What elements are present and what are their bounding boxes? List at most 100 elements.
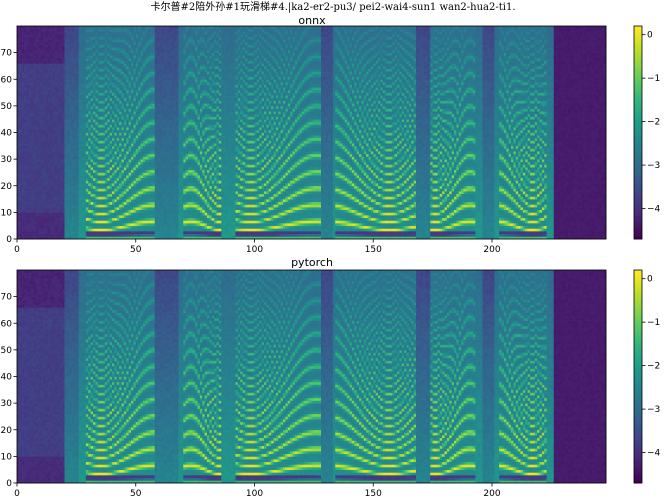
heatmap-cell bbox=[76, 188, 80, 192]
heatmap-cell bbox=[83, 68, 87, 72]
heatmap-cell bbox=[69, 116, 72, 120]
heatmap-cell bbox=[50, 223, 53, 227]
heatmap-cell bbox=[62, 47, 65, 51]
heatmap-cell bbox=[93, 236, 96, 240]
heatmap-cell bbox=[159, 119, 163, 123]
heatmap-cell bbox=[159, 201, 163, 205]
heatmap-cell bbox=[114, 33, 118, 37]
heatmap-cell bbox=[104, 113, 108, 117]
heatmap-cell bbox=[64, 140, 68, 144]
heatmap-cell bbox=[64, 148, 68, 152]
heatmap-cell bbox=[126, 55, 129, 59]
heatmap-cell bbox=[33, 55, 37, 59]
heatmap-cell bbox=[59, 183, 63, 187]
heatmap-cell bbox=[135, 92, 139, 96]
heatmap-cell bbox=[69, 209, 72, 213]
heatmap-cell bbox=[112, 209, 115, 213]
heatmap-cell bbox=[119, 55, 122, 59]
heatmap-cell bbox=[31, 100, 34, 104]
heatmap-cell bbox=[145, 84, 148, 88]
heatmap-cell bbox=[131, 135, 134, 139]
heatmap-cell bbox=[102, 116, 106, 120]
heatmap-cell bbox=[131, 95, 134, 99]
heatmap-cell bbox=[100, 159, 103, 163]
heatmap-cell bbox=[90, 28, 94, 32]
heatmap-cell bbox=[28, 191, 32, 195]
heatmap-cell bbox=[104, 119, 108, 123]
heatmap-cell bbox=[145, 231, 148, 235]
heatmap-cell bbox=[55, 76, 58, 80]
heatmap-cell bbox=[33, 47, 37, 51]
heatmap-cell bbox=[33, 188, 37, 192]
heatmap-cell bbox=[107, 212, 110, 216]
heatmap-cell bbox=[164, 191, 167, 195]
heatmap-cell bbox=[112, 212, 115, 216]
heatmap-cell bbox=[31, 145, 34, 149]
heatmap-cell bbox=[57, 127, 61, 131]
heatmap-cell bbox=[83, 183, 87, 187]
heatmap-cell bbox=[78, 137, 82, 141]
heatmap-cell bbox=[33, 228, 37, 232]
heatmap-cell bbox=[57, 140, 61, 144]
heatmap-cell bbox=[45, 113, 49, 117]
heatmap-cell bbox=[112, 39, 115, 43]
heatmap-cell bbox=[19, 164, 23, 168]
heatmap-cell bbox=[161, 151, 165, 155]
heatmap-cell bbox=[52, 55, 56, 59]
heatmap-cell bbox=[31, 129, 34, 133]
heatmap-cell bbox=[64, 156, 68, 160]
heatmap-cell bbox=[19, 95, 23, 99]
heatmap-cell bbox=[28, 140, 32, 144]
heatmap-cell bbox=[85, 76, 89, 80]
heatmap-cell bbox=[161, 204, 165, 208]
heatmap-cell bbox=[102, 55, 106, 59]
heatmap-cell bbox=[90, 108, 94, 112]
heatmap-cell bbox=[104, 167, 108, 171]
heatmap-cell bbox=[95, 57, 99, 61]
heatmap-cell bbox=[24, 137, 27, 141]
heatmap-cell bbox=[104, 161, 108, 165]
heatmap-cell bbox=[112, 36, 115, 40]
heatmap-cell bbox=[17, 65, 20, 69]
heatmap-cell bbox=[100, 119, 103, 123]
heatmap-cell bbox=[43, 215, 46, 219]
heatmap-cell bbox=[31, 113, 34, 117]
heatmap-cell bbox=[55, 161, 58, 165]
heatmap-cell bbox=[109, 73, 113, 77]
heatmap-cell bbox=[17, 49, 20, 53]
heatmap-cell bbox=[121, 73, 125, 77]
heatmap-cell bbox=[157, 156, 160, 160]
heatmap-cell bbox=[133, 65, 137, 69]
heatmap-cell bbox=[109, 26, 113, 30]
heatmap-cell bbox=[19, 156, 23, 160]
heatmap-cell bbox=[131, 26, 134, 30]
heatmap-cell bbox=[45, 129, 49, 133]
heatmap-cell bbox=[59, 180, 63, 184]
heatmap-cell bbox=[69, 44, 72, 48]
heatmap-cell bbox=[47, 228, 51, 232]
heatmap-cell bbox=[147, 76, 151, 80]
heatmap-cell bbox=[123, 225, 127, 229]
heatmap-cell bbox=[26, 196, 30, 200]
heatmap-cell bbox=[142, 204, 146, 208]
heatmap-cell bbox=[119, 188, 122, 192]
heatmap-cell bbox=[140, 201, 144, 205]
heatmap-cell bbox=[26, 148, 30, 152]
heatmap-cell bbox=[24, 49, 27, 53]
heatmap-cell bbox=[159, 167, 163, 171]
heatmap-cell bbox=[140, 169, 144, 173]
heatmap-cell bbox=[104, 55, 108, 59]
heatmap-cell bbox=[78, 169, 82, 173]
heatmap-cell bbox=[45, 183, 49, 187]
heatmap-cell bbox=[104, 169, 108, 173]
heatmap-cell bbox=[52, 225, 56, 229]
heatmap-cell bbox=[62, 233, 65, 237]
heatmap-cell bbox=[55, 183, 58, 187]
heatmap-cell bbox=[21, 233, 25, 237]
heatmap-cell bbox=[38, 52, 42, 56]
heatmap-cell bbox=[102, 79, 106, 83]
heatmap-cell bbox=[123, 172, 127, 176]
heatmap-cell bbox=[50, 193, 53, 197]
heatmap-cell bbox=[57, 196, 61, 200]
heatmap-cell bbox=[133, 175, 137, 179]
